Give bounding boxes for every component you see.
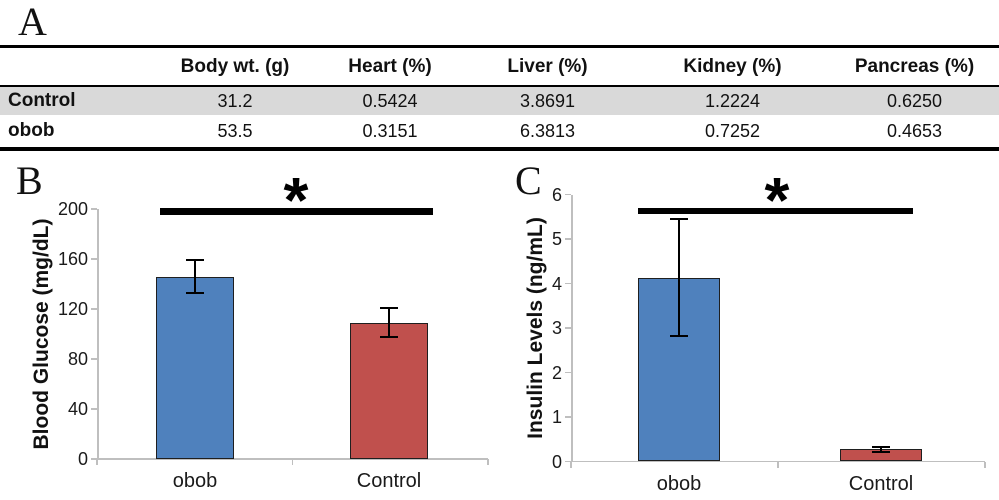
y-tick xyxy=(91,308,97,310)
row-label-obob: obob xyxy=(8,120,55,141)
panel-c-label: C xyxy=(515,158,542,203)
category-label-obob: obob xyxy=(172,470,218,492)
x-tick xyxy=(984,461,986,468)
table-row-obob: obob 53.5 0.3151 6.3813 0.7252 0.4653 xyxy=(0,115,999,147)
cell-control-heart: 0.5424 xyxy=(362,90,418,111)
y-tick-label: 200 xyxy=(57,199,88,219)
error-cap-bottom xyxy=(872,450,890,453)
cell-obob-heart: 0.3151 xyxy=(362,120,418,141)
cell-obob-kidney: 0.7252 xyxy=(704,120,761,141)
cell-control-pancreas: 0.6250 xyxy=(886,90,943,111)
y-tick-label: 1 xyxy=(551,407,562,427)
error-bar-obob xyxy=(678,218,680,337)
col-header-bodywt: Body wt. (g) xyxy=(180,55,290,77)
y-tick xyxy=(91,408,97,410)
significance-line xyxy=(638,208,913,214)
y-tick-label: 160 xyxy=(57,249,88,269)
y-tick xyxy=(565,238,571,240)
table-header-row: Body wt. (g) Heart (%) Liver (%) Kidney … xyxy=(0,48,999,87)
error-cap-bottom xyxy=(670,335,688,338)
cell-control-liver: 3.8691 xyxy=(519,90,576,111)
x-tick xyxy=(777,461,779,468)
error-bar-control xyxy=(880,447,882,452)
y-tick-label: 2 xyxy=(551,362,562,383)
error-cap-top xyxy=(380,307,398,310)
y-tick-label: 80 xyxy=(67,349,88,369)
col-header-liver: Liver (%) xyxy=(507,55,588,77)
y-tick xyxy=(565,460,571,463)
category-label-obob: obob xyxy=(656,472,702,495)
category-label-control: Control xyxy=(356,470,422,492)
significance-line xyxy=(160,208,433,215)
bar-obob xyxy=(156,276,234,459)
cell-control-bodywt: 31.2 xyxy=(217,90,253,111)
table-row-control: Control 31.2 0.5424 3.8691 1.2224 0.6250 xyxy=(0,87,999,115)
y-tick-label: 0 xyxy=(77,449,88,469)
error-cap-top xyxy=(872,446,890,449)
y-tick-label: 4 xyxy=(551,273,562,294)
y-tick xyxy=(91,208,97,210)
y-tick xyxy=(565,193,571,196)
error-cap-bottom xyxy=(186,292,204,295)
cell-control-kidney: 1.2224 xyxy=(704,90,761,111)
y-tick-label: 6 xyxy=(551,184,562,205)
error-cap-bottom xyxy=(380,336,398,339)
col-header-pancreas: Pancreas (%) xyxy=(854,55,975,77)
significance-asterisk: * xyxy=(764,164,790,236)
col-header-kidney: Kidney (%) xyxy=(683,55,782,77)
row-label-control: Control xyxy=(8,90,76,111)
y-tick xyxy=(91,258,97,260)
panel-a-label: A xyxy=(18,0,47,44)
y-tick xyxy=(565,416,571,418)
y-tick xyxy=(91,458,97,460)
y-tick xyxy=(91,358,97,360)
cell-obob-bodywt: 53.5 xyxy=(217,120,253,141)
y-tick-label: 5 xyxy=(551,229,562,249)
y-axis-line xyxy=(571,194,573,462)
y-tick xyxy=(565,371,571,374)
y-tick xyxy=(565,327,571,329)
error-bar-control xyxy=(388,308,390,338)
significance-asterisk: * xyxy=(283,164,309,236)
x-tick xyxy=(570,461,572,468)
organ-weight-table: Body wt. (g) Heart (%) Liver (%) Kidney … xyxy=(0,45,999,151)
panel-b-label: B xyxy=(16,158,43,203)
y-tick xyxy=(565,282,571,285)
y-tick-label: 3 xyxy=(551,318,562,338)
col-header-heart: Heart (%) xyxy=(348,55,432,77)
x-tick xyxy=(291,459,294,465)
x-tick xyxy=(96,459,98,465)
x-tick xyxy=(487,459,489,465)
error-cap-top xyxy=(186,258,204,261)
y-tick-label: 0 xyxy=(551,451,562,472)
cell-obob-liver: 6.3813 xyxy=(519,120,576,141)
error-cap-top xyxy=(670,217,688,220)
error-bar-obob xyxy=(194,259,196,294)
y-tick-label: 40 xyxy=(67,399,88,419)
bar-control xyxy=(350,322,428,459)
category-label-control: Control xyxy=(848,472,914,495)
y-axis-line xyxy=(97,209,99,459)
y-tick-label: 120 xyxy=(57,299,88,319)
cell-obob-pancreas: 0.4653 xyxy=(886,120,943,141)
